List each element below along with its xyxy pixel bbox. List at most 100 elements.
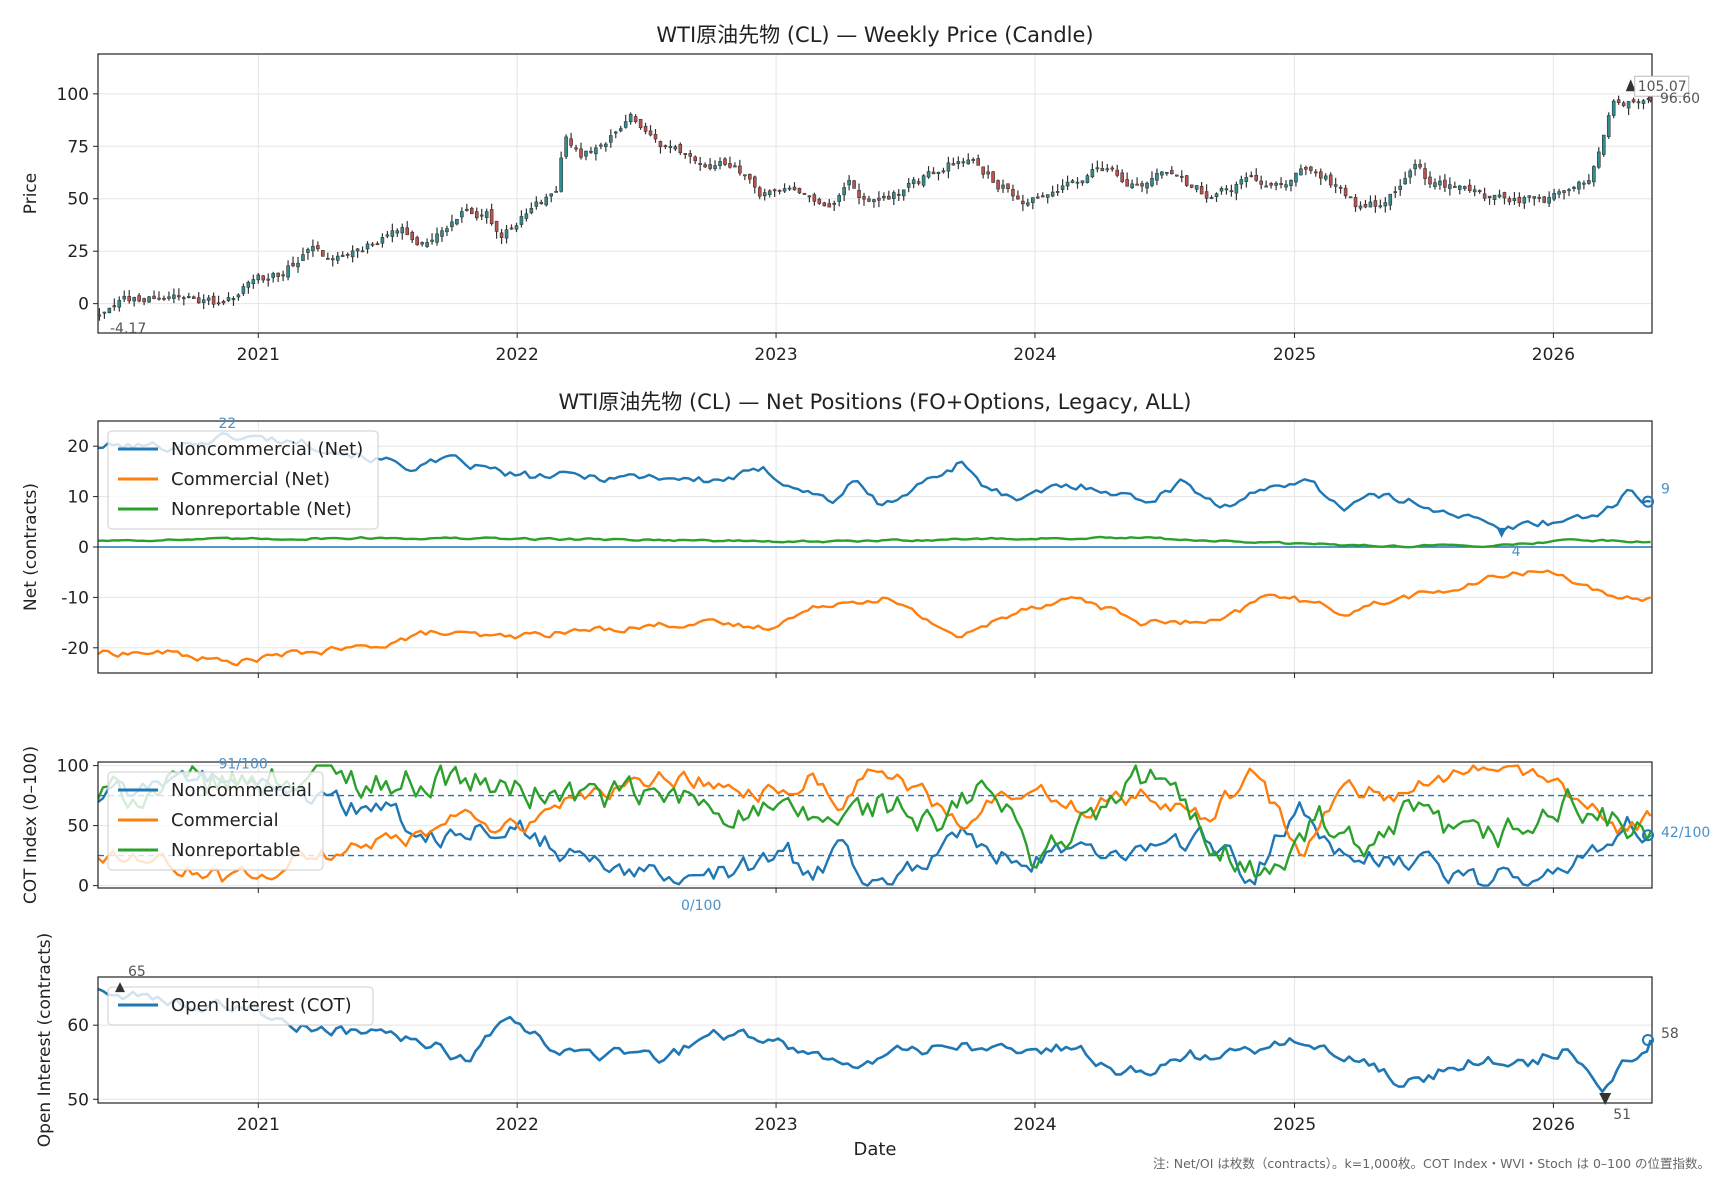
candle-body xyxy=(1562,190,1566,193)
candle-body xyxy=(1557,191,1561,195)
candle-body xyxy=(514,225,519,230)
candle-body xyxy=(1368,201,1373,208)
candle-body xyxy=(822,202,827,207)
y-tick-label: 100 xyxy=(57,85,89,105)
x-tick-label: 2021 xyxy=(237,345,280,365)
candle-body xyxy=(1035,196,1040,199)
candle-body xyxy=(430,239,434,242)
candle-body xyxy=(435,233,439,243)
candle-body xyxy=(1582,182,1586,185)
y-tick-label: 50 xyxy=(67,190,89,210)
footnote: 注: Net/OI は枚数（contracts）。k=1,000枚。COT In… xyxy=(1153,1156,1710,1171)
candle-body xyxy=(1507,198,1512,203)
candle-body xyxy=(1090,169,1095,178)
candle-body xyxy=(1477,190,1482,193)
candle-body xyxy=(1636,101,1641,104)
candle-body xyxy=(1095,167,1100,170)
candle-body xyxy=(177,295,181,298)
candle-body xyxy=(812,194,817,202)
annotation-label: 4 xyxy=(1512,544,1521,560)
candle-body xyxy=(643,125,648,132)
candle-body xyxy=(445,228,449,233)
candle-body xyxy=(291,262,295,267)
last-marker xyxy=(1642,495,1654,508)
candle-body xyxy=(807,195,812,198)
panel-3: 100 50 0 COT Index (0–100) Noncommercial Comm… xyxy=(21,746,1710,914)
candle-body xyxy=(132,297,136,302)
candle-body xyxy=(668,146,673,148)
candle-body xyxy=(385,234,390,237)
candle-body xyxy=(1249,175,1254,178)
legend: Noncommercial Commercial Nonreportable xyxy=(107,771,324,871)
candle-body xyxy=(1299,168,1303,176)
candle-body xyxy=(1433,182,1437,187)
candle-body xyxy=(966,159,971,165)
candle-body xyxy=(1567,189,1571,192)
candle-body xyxy=(1641,100,1646,104)
candle-body xyxy=(201,299,206,303)
legend-label: Open Interest (COT) xyxy=(171,995,352,1016)
candle-body xyxy=(1328,174,1333,186)
candle-body xyxy=(509,227,514,230)
candle-body xyxy=(1304,167,1308,170)
candle-body xyxy=(157,297,161,300)
candle-body xyxy=(1040,195,1045,198)
y-tick-label: 0 xyxy=(78,877,89,897)
candle-body xyxy=(1085,175,1090,184)
candle-body xyxy=(1065,181,1070,187)
candle-body xyxy=(1160,171,1164,176)
axes-frame xyxy=(97,761,1653,889)
legend-label: Commercial (Net) xyxy=(171,469,330,490)
candle-body xyxy=(1403,178,1407,185)
candle-body xyxy=(519,216,524,225)
candle-body xyxy=(574,147,578,150)
candle-body xyxy=(1021,200,1025,205)
candle-body xyxy=(1443,179,1447,188)
y-axis-label: Open Interest (contracts) xyxy=(35,933,55,1147)
candle-body xyxy=(98,314,102,317)
candle-body xyxy=(1145,182,1149,189)
candle-body xyxy=(460,211,464,218)
candle-body xyxy=(1006,183,1010,190)
candle-body xyxy=(1229,190,1234,193)
candle-body xyxy=(1050,191,1055,197)
candle-body xyxy=(286,265,290,278)
candle-body xyxy=(231,298,236,301)
annotation-label: 22 xyxy=(219,416,237,432)
candle-body xyxy=(415,237,419,246)
candle-body xyxy=(1031,197,1035,203)
candle-body xyxy=(842,187,846,196)
candle-body xyxy=(455,218,459,225)
candle-body xyxy=(326,257,330,260)
axes-frame xyxy=(97,53,1653,334)
x-tick-label: 2023 xyxy=(754,345,797,365)
candle-body xyxy=(187,296,191,298)
candle-body xyxy=(142,298,146,303)
candle-body xyxy=(569,138,573,146)
candle-body xyxy=(345,253,350,256)
candle-body xyxy=(1294,172,1298,183)
candle-body xyxy=(1552,193,1556,200)
candle-body xyxy=(1502,192,1507,199)
candle-body xyxy=(936,171,941,175)
min-label: 51 xyxy=(1613,1107,1631,1123)
axes-frame xyxy=(97,420,1653,674)
candle-body xyxy=(827,203,832,208)
candle-body xyxy=(703,164,707,168)
candle-body xyxy=(1274,182,1278,186)
candle-body xyxy=(1343,187,1348,197)
candle-body xyxy=(628,113,633,123)
candle-body xyxy=(892,192,896,199)
candle-body xyxy=(1373,200,1378,207)
candle-body xyxy=(648,130,653,136)
legend-box xyxy=(107,771,324,871)
candle-body xyxy=(1194,185,1199,190)
candle-body xyxy=(1492,194,1497,200)
candle-body xyxy=(683,153,688,155)
series-line-commercial xyxy=(98,569,1651,667)
candle-body xyxy=(1209,197,1214,199)
annotation-label: 42/100 xyxy=(1661,825,1710,841)
candle-body xyxy=(1418,163,1422,168)
candle-body xyxy=(529,208,534,214)
candle-body xyxy=(122,295,127,300)
